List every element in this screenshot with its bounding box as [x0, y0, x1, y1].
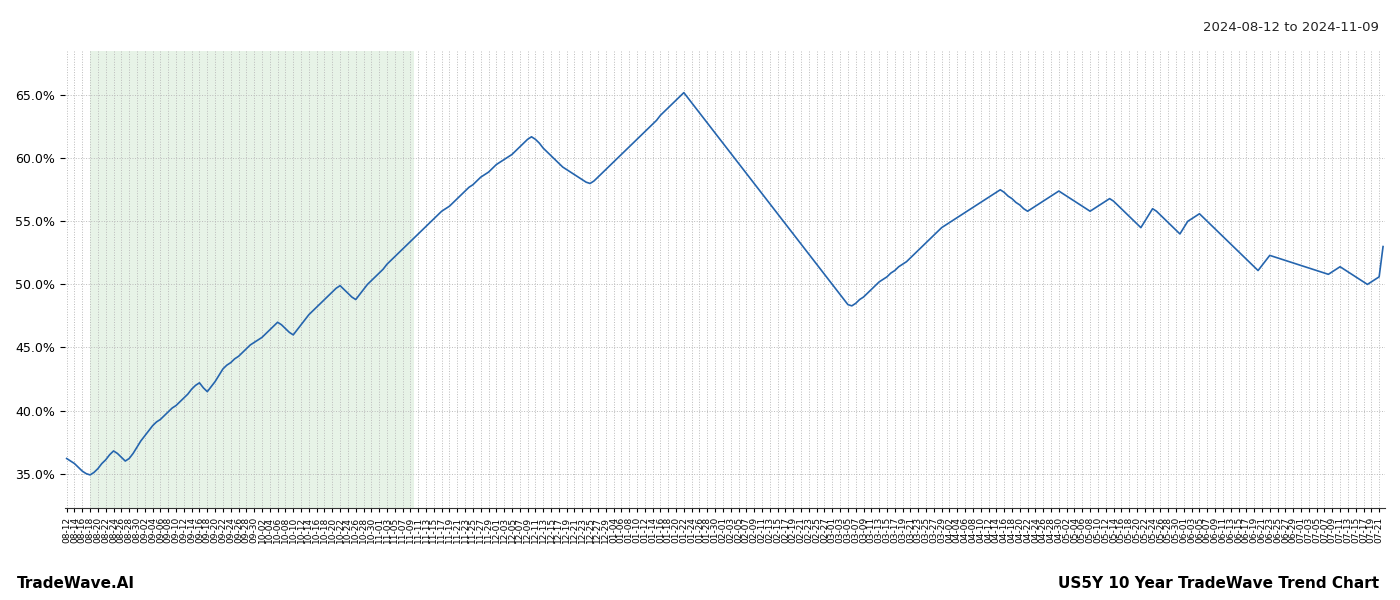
Text: US5Y 10 Year TradeWave Trend Chart: US5Y 10 Year TradeWave Trend Chart: [1058, 576, 1379, 591]
Text: TradeWave.AI: TradeWave.AI: [17, 576, 134, 591]
Text: 2024-08-12 to 2024-11-09: 2024-08-12 to 2024-11-09: [1203, 21, 1379, 34]
Bar: [90, 51, 414, 508]
